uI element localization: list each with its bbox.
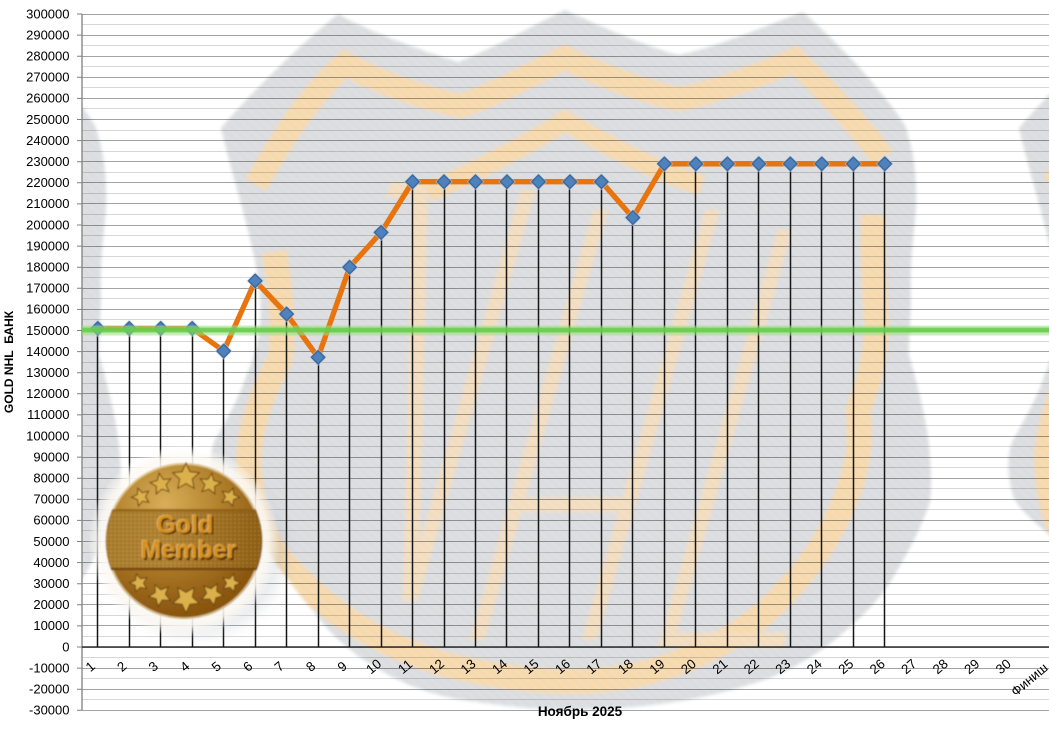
svg-text:Member: Member xyxy=(140,536,236,564)
svg-text:Ноябрь 2025: Ноябрь 2025 xyxy=(538,704,623,719)
svg-text:Member: Member xyxy=(141,536,237,564)
svg-text:8: 8 xyxy=(303,658,318,674)
svg-text:21: 21 xyxy=(710,656,731,677)
svg-text:-20000: -20000 xyxy=(29,682,69,697)
svg-text:120000: 120000 xyxy=(26,386,69,401)
svg-text:12: 12 xyxy=(426,656,447,677)
svg-text:90000: 90000 xyxy=(33,449,69,464)
svg-text:13: 13 xyxy=(458,656,479,677)
svg-text:280000: 280000 xyxy=(26,49,69,64)
svg-text:160000: 160000 xyxy=(26,302,69,317)
svg-text:20000: 20000 xyxy=(33,597,69,612)
svg-text:17: 17 xyxy=(584,656,605,677)
svg-text:GOLD NHL БАНК: GOLD NHL БАНК xyxy=(2,310,16,413)
svg-text:50000: 50000 xyxy=(33,534,69,549)
svg-text:9: 9 xyxy=(335,658,350,674)
svg-text:4: 4 xyxy=(177,658,192,674)
svg-text:23: 23 xyxy=(772,656,793,677)
svg-text:110000: 110000 xyxy=(27,407,69,422)
svg-text:230000: 230000 xyxy=(26,154,69,169)
svg-text:200000: 200000 xyxy=(26,217,69,232)
svg-text:29: 29 xyxy=(961,656,982,677)
svg-text:19: 19 xyxy=(647,656,668,677)
svg-text:6: 6 xyxy=(240,658,255,674)
svg-text:2: 2 xyxy=(114,658,129,674)
svg-text:26: 26 xyxy=(867,656,888,677)
svg-text:24: 24 xyxy=(804,656,825,677)
svg-text:190000: 190000 xyxy=(26,238,69,253)
svg-text:150000: 150000 xyxy=(26,323,69,338)
svg-text:Gold: Gold xyxy=(158,513,215,541)
svg-text:7: 7 xyxy=(272,658,287,674)
svg-text:250000: 250000 xyxy=(26,112,69,127)
svg-text:16: 16 xyxy=(552,656,573,677)
svg-text:220000: 220000 xyxy=(26,175,69,190)
svg-text:140000: 140000 xyxy=(26,344,69,359)
svg-text:20: 20 xyxy=(678,656,699,677)
svg-text:1: 1 xyxy=(83,658,98,674)
svg-text:0: 0 xyxy=(62,639,69,654)
svg-text:80000: 80000 xyxy=(33,471,69,486)
svg-text:22: 22 xyxy=(741,656,762,677)
svg-text:240000: 240000 xyxy=(26,133,69,148)
svg-text:10: 10 xyxy=(363,656,384,677)
svg-text:3: 3 xyxy=(146,658,161,674)
svg-text:-30000: -30000 xyxy=(29,703,69,718)
svg-text:Gold: Gold xyxy=(157,511,214,539)
svg-text:30000: 30000 xyxy=(33,576,69,591)
svg-text:10000: 10000 xyxy=(33,618,69,633)
svg-text:170000: 170000 xyxy=(26,281,69,296)
svg-text:60000: 60000 xyxy=(33,513,69,528)
svg-text:Member: Member xyxy=(142,538,238,566)
svg-text:Gold: Gold xyxy=(156,510,213,538)
svg-text:Финиш: Финиш xyxy=(1008,660,1049,699)
svg-text:180000: 180000 xyxy=(26,260,69,275)
svg-text:18: 18 xyxy=(615,656,636,677)
svg-text:70000: 70000 xyxy=(33,492,69,507)
svg-text:27: 27 xyxy=(898,656,919,677)
svg-text:260000: 260000 xyxy=(26,91,69,106)
svg-text:14: 14 xyxy=(489,656,510,677)
svg-text:30: 30 xyxy=(993,656,1014,677)
svg-text:-10000: -10000 xyxy=(29,660,69,675)
svg-text:15: 15 xyxy=(521,656,542,677)
svg-text:28: 28 xyxy=(930,656,951,677)
svg-text:40000: 40000 xyxy=(33,555,69,570)
svg-text:290000: 290000 xyxy=(26,27,69,42)
svg-text:5: 5 xyxy=(209,658,224,674)
svg-text:210000: 210000 xyxy=(26,196,69,211)
svg-text:270000: 270000 xyxy=(26,70,69,85)
svg-text:25: 25 xyxy=(835,656,856,677)
svg-text:300000: 300000 xyxy=(26,6,69,21)
svg-text:100000: 100000 xyxy=(26,428,69,443)
svg-text:130000: 130000 xyxy=(26,365,69,380)
